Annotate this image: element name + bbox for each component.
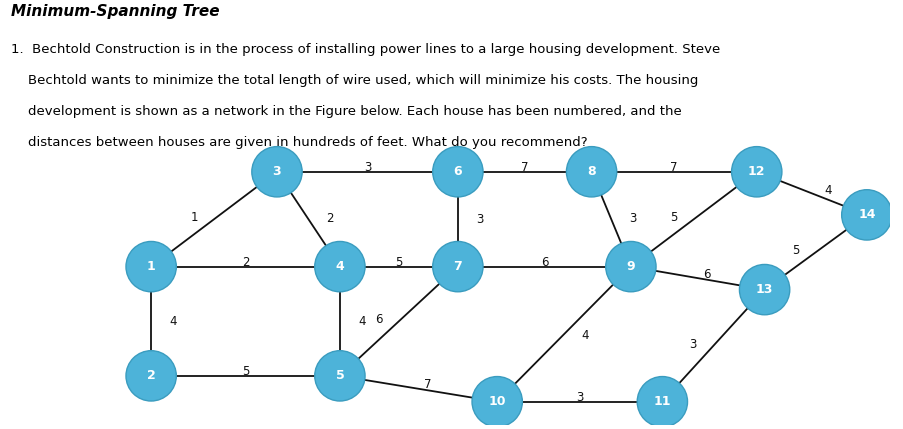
Text: 6: 6 — [703, 268, 710, 281]
Text: distances between houses are given in hundreds of feet. What do you recommend?: distances between houses are given in hu… — [11, 136, 587, 149]
Ellipse shape — [637, 377, 687, 427]
Text: 10: 10 — [488, 395, 506, 408]
Text: Bechtold wants to minimize the total length of wire used, which will minimize hi: Bechtold wants to minimize the total len… — [11, 74, 697, 87]
Text: 4: 4 — [358, 315, 366, 328]
Text: 1: 1 — [146, 260, 155, 273]
Text: 8: 8 — [587, 165, 595, 178]
Text: 6: 6 — [453, 165, 461, 178]
Ellipse shape — [841, 190, 891, 240]
Ellipse shape — [126, 242, 176, 292]
Text: 5: 5 — [335, 369, 344, 382]
Text: 7: 7 — [520, 161, 528, 174]
Ellipse shape — [605, 242, 656, 292]
Text: 3: 3 — [628, 212, 636, 225]
Text: 5: 5 — [791, 244, 799, 257]
Text: 6: 6 — [540, 256, 547, 269]
Text: 2: 2 — [146, 369, 155, 382]
Text: 6: 6 — [374, 313, 382, 326]
Text: 2: 2 — [326, 211, 333, 225]
Text: 1: 1 — [191, 211, 198, 224]
Ellipse shape — [433, 147, 482, 197]
Ellipse shape — [433, 242, 482, 292]
Text: 3: 3 — [476, 213, 483, 226]
Ellipse shape — [126, 350, 176, 401]
Ellipse shape — [252, 147, 302, 197]
Text: 13: 13 — [755, 283, 772, 296]
Text: 14: 14 — [857, 208, 875, 221]
Text: 4: 4 — [335, 260, 344, 273]
Ellipse shape — [731, 147, 781, 197]
Text: 5: 5 — [670, 211, 677, 224]
Text: 3: 3 — [575, 391, 582, 404]
Ellipse shape — [471, 377, 522, 427]
Text: 4: 4 — [169, 315, 177, 328]
Text: 3: 3 — [273, 165, 281, 178]
Text: 7: 7 — [424, 378, 431, 391]
Text: 12: 12 — [747, 165, 765, 178]
Text: 3: 3 — [688, 338, 695, 351]
Text: 4: 4 — [824, 184, 831, 197]
Text: 5: 5 — [395, 256, 402, 269]
Text: 7: 7 — [453, 260, 461, 273]
Ellipse shape — [314, 350, 365, 401]
Text: 9: 9 — [626, 260, 635, 273]
Ellipse shape — [314, 242, 365, 292]
Text: 3: 3 — [363, 161, 371, 174]
Text: 7: 7 — [670, 161, 677, 174]
Ellipse shape — [566, 147, 616, 197]
Ellipse shape — [739, 264, 789, 315]
Text: development is shown as a network in the Figure below. Each house has been numbe: development is shown as a network in the… — [11, 105, 681, 118]
Text: 11: 11 — [653, 395, 670, 408]
Text: 1.  Bechtold Construction is in the process of installing power lines to a large: 1. Bechtold Construction is in the proce… — [11, 42, 720, 56]
Text: Minimum-Spanning Tree: Minimum-Spanning Tree — [11, 4, 219, 19]
Text: 4: 4 — [581, 329, 588, 342]
Text: 5: 5 — [242, 365, 249, 378]
Text: 2: 2 — [241, 256, 249, 269]
